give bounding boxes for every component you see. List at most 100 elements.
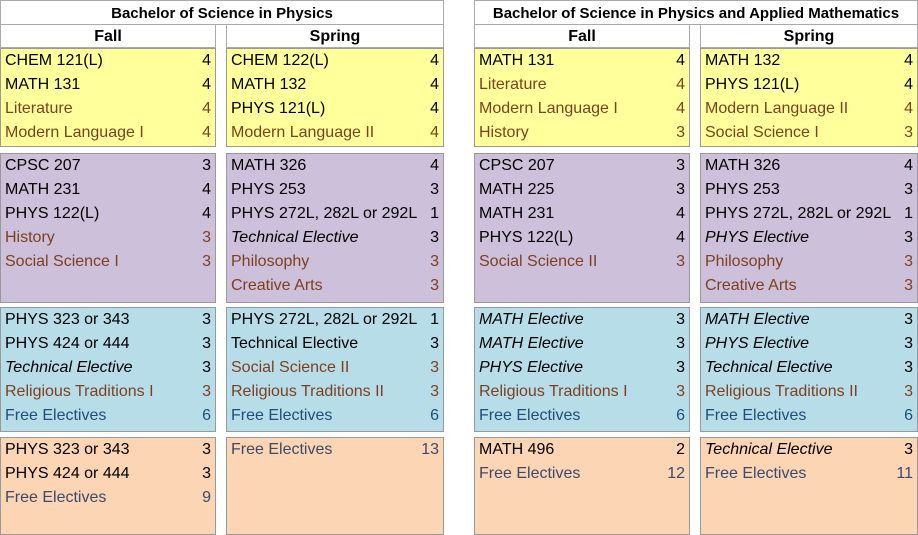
course-name: Technical Elective — [5, 359, 133, 376]
course-credits: 3 — [904, 383, 913, 400]
course-name: PHYS 323 or 343 — [5, 441, 130, 458]
course-row: MATH 225 3 — [475, 178, 689, 202]
course-credits: 4 — [904, 76, 913, 93]
course-row: Technical Elective 3 — [227, 226, 443, 250]
course-credits: 4 — [202, 76, 211, 93]
course-credits: 3 — [430, 253, 439, 270]
course-name: MATH 496 — [479, 441, 555, 458]
course-name: PHYS 272L, 282L or 292L — [705, 205, 892, 222]
course-name: Social Science I — [5, 253, 119, 270]
course-name: Religious Traditions II — [705, 383, 858, 400]
course-row: Technical Elective 3 — [701, 438, 917, 462]
course-credits: 3 — [904, 181, 913, 198]
course-name: Free Electives — [231, 407, 333, 424]
course-name: MATH Elective — [705, 311, 810, 328]
column-fall: Fall CHEM 121(L) 4 MATH 131 4 Literature 4 Mod… — [0, 25, 216, 535]
course-row: Free Electives 6 — [475, 404, 689, 428]
course-credits: 6 — [202, 407, 211, 424]
course-row: CPSC 207 3 — [475, 154, 689, 178]
course-name: Technical Elective — [705, 441, 833, 458]
course-credits: 3 — [904, 277, 913, 294]
course-credits: 3 — [676, 253, 685, 270]
course-credits: 3 — [676, 311, 685, 328]
course-credits: 3 — [202, 311, 211, 328]
course-row: PHYS 121(L) 4 — [227, 97, 443, 121]
block-year-2: CPSC 207 3 MATH 225 3 MATH 231 4 PHYS 122(L) 4 S… — [474, 153, 690, 303]
course-name: Technical Elective — [231, 335, 359, 352]
course-name: Religious Traditions I — [479, 383, 628, 400]
course-row: Free Electives 6 — [1, 404, 215, 428]
course-row: PHYS 122(L) 4 — [1, 202, 215, 226]
course-credits: 4 — [430, 52, 439, 69]
course-row: MATH 231 4 — [475, 202, 689, 226]
block-year-2: CPSC 207 3 MATH 231 4 PHYS 122(L) 4 History 3 So… — [0, 153, 216, 303]
block-year-3: MATH Elective 3 MATH Elective 3 PHYS Electiv… — [474, 307, 690, 432]
course-credits: 4 — [430, 76, 439, 93]
course-row: Modern Language I 4 — [1, 121, 215, 145]
course-name: CHEM 121(L) — [5, 52, 103, 69]
course-row: Social Science II 3 — [475, 250, 689, 274]
course-name: PHYS 121(L) — [705, 76, 800, 93]
course-row: PHYS 253 3 — [227, 178, 443, 202]
course-name: Modern Language I — [479, 100, 618, 117]
course-name: CHEM 122(L) — [231, 52, 329, 69]
course-name: Free Electives — [705, 407, 807, 424]
course-name: MATH 132 — [705, 52, 781, 69]
course-credits: 1 — [904, 205, 913, 222]
course-credits: 9 — [202, 489, 211, 506]
course-row: Free Electives 11 — [701, 462, 917, 486]
column-fall: Fall MATH 131 4 Literature 4 Modern Language… — [474, 25, 690, 535]
course-credits: 3 — [430, 277, 439, 294]
course-credits: 4 — [904, 100, 913, 117]
course-credits: 3 — [904, 311, 913, 328]
course-row: Free Electives 9 — [1, 486, 215, 510]
course-credits: 3 — [202, 441, 211, 458]
course-row: Creative Arts 3 — [227, 274, 443, 298]
course-name: PHYS 121(L) — [231, 100, 326, 117]
course-row: MATH Elective 3 — [475, 332, 689, 356]
course-row: CHEM 122(L) 4 — [227, 49, 443, 73]
course-row: PHYS 323 or 343 3 — [1, 438, 215, 462]
column-spring: Spring CHEM 122(L) 4 MATH 132 4 PHYS 121(L) 4… — [226, 25, 444, 535]
course-name: PHYS Elective — [705, 229, 810, 246]
course-credits: 1 — [430, 205, 439, 222]
course-row: MATH 131 4 — [475, 49, 689, 73]
course-row: Technical Elective 3 — [701, 356, 917, 380]
course-name: PHYS 272L, 282L or 292L — [231, 205, 418, 222]
course-row: Philosophy 3 — [227, 250, 443, 274]
course-row: PHYS 424 or 444 3 — [1, 332, 215, 356]
course-row: MATH 132 4 — [227, 73, 443, 97]
column-spring: Spring MATH 132 4 PHYS 121(L) 4 Modern Langu… — [700, 25, 918, 535]
course-name: MATH 231 — [5, 181, 81, 198]
course-row: CHEM 121(L) 4 — [1, 49, 215, 73]
course-name: MATH 132 — [231, 76, 307, 93]
course-name: Free Electives — [479, 407, 581, 424]
course-row: PHYS 253 3 — [701, 178, 917, 202]
course-name: Creative Arts — [231, 277, 323, 294]
course-name: Creative Arts — [705, 277, 797, 294]
course-credits: 3 — [202, 157, 211, 174]
course-row: PHYS Elective 3 — [701, 332, 917, 356]
course-name: CPSC 207 — [5, 157, 81, 174]
course-credits: 6 — [904, 407, 913, 424]
course-name: MATH 326 — [231, 157, 307, 174]
course-credits: 3 — [202, 335, 211, 352]
course-credits: 3 — [676, 181, 685, 198]
course-credits: 3 — [904, 253, 913, 270]
course-name: Modern Language II — [231, 124, 375, 141]
course-row: PHYS 272L, 282L or 292L 1 — [227, 202, 443, 226]
course-credits: 4 — [676, 229, 685, 246]
course-row: MATH 496 2 — [475, 438, 689, 462]
course-credits: 4 — [202, 52, 211, 69]
course-name: Free Electives — [231, 441, 333, 458]
block-year-1: CHEM 121(L) 4 MATH 131 4 Literature 4 Modern L… — [0, 48, 216, 147]
course-credits: 3 — [202, 359, 211, 376]
block-year-3: MATH Elective 3 PHYS Elective 3 Technical El… — [700, 307, 918, 432]
course-row: MATH 131 4 — [1, 73, 215, 97]
course-credits: 4 — [202, 124, 211, 141]
course-credits: 3 — [904, 124, 913, 141]
course-credits: 3 — [676, 359, 685, 376]
course-name: Modern Language I — [5, 124, 144, 141]
course-row: Creative Arts 3 — [701, 274, 917, 298]
course-credits: 3 — [202, 465, 211, 482]
